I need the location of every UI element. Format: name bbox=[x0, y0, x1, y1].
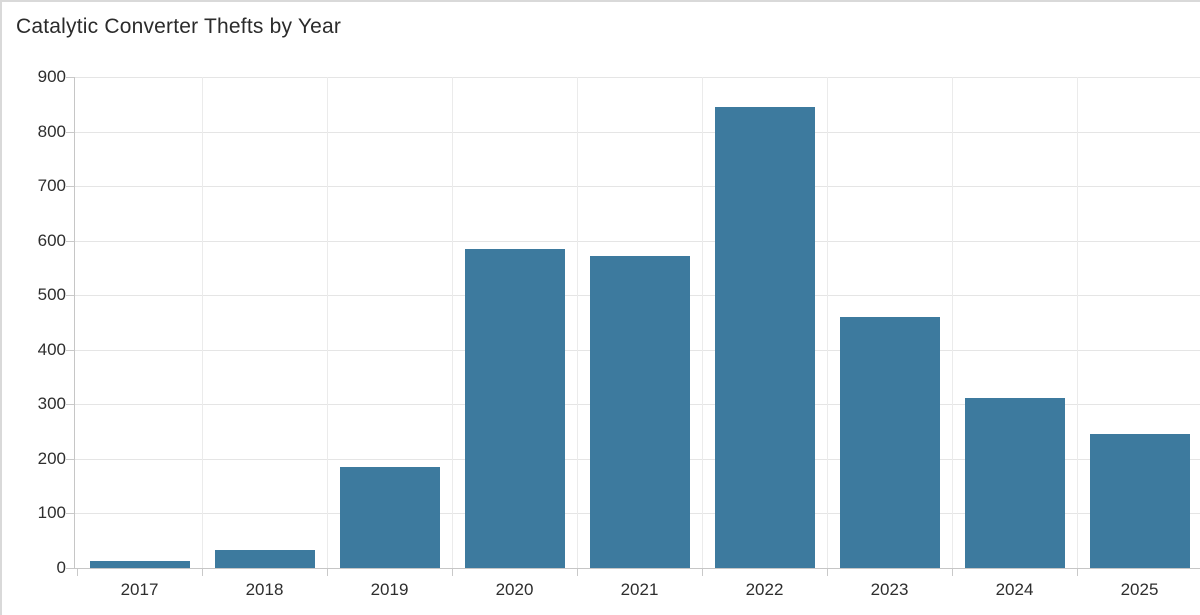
x-axis-label: 2023 bbox=[870, 580, 909, 599]
y-axis-label: 900 bbox=[37, 67, 66, 86]
x-axis-tick bbox=[202, 569, 203, 576]
x-gridline bbox=[452, 77, 453, 568]
bar-2018[interactable] bbox=[215, 550, 315, 568]
bar-2025[interactable] bbox=[1090, 434, 1190, 568]
x-axis-tick bbox=[327, 569, 328, 576]
bar-2017[interactable] bbox=[90, 561, 190, 568]
x-axis-label: 2019 bbox=[370, 580, 409, 599]
y-axis-tick bbox=[66, 459, 74, 460]
x-axis-tick bbox=[1077, 569, 1078, 576]
x-axis-label: 2017 bbox=[120, 580, 159, 599]
x-axis-line bbox=[66, 568, 1200, 569]
y-axis-tick bbox=[66, 77, 74, 78]
x-gridline bbox=[827, 77, 828, 568]
y-axis-label: 200 bbox=[37, 449, 66, 468]
y-axis-label: 0 bbox=[56, 558, 66, 577]
x-gridline bbox=[702, 77, 703, 568]
x-gridline bbox=[952, 77, 953, 568]
y-gridline bbox=[74, 132, 1200, 133]
bar-2021[interactable] bbox=[590, 256, 690, 568]
y-axis-label: 300 bbox=[37, 394, 66, 413]
y-axis-label: 700 bbox=[37, 176, 66, 195]
x-axis-tick bbox=[452, 569, 453, 576]
x-axis-label: 2021 bbox=[620, 580, 659, 599]
x-gridline bbox=[1077, 77, 1078, 568]
y-axis-tick bbox=[66, 350, 74, 351]
x-gridline bbox=[577, 77, 578, 568]
y-gridline bbox=[74, 186, 1200, 187]
y-axis-tick bbox=[66, 132, 74, 133]
y-axis-tick bbox=[66, 241, 74, 242]
y-axis-tick bbox=[66, 295, 74, 296]
y-axis-line bbox=[74, 77, 75, 569]
bar-2022[interactable] bbox=[715, 107, 815, 568]
y-axis-tick bbox=[66, 513, 74, 514]
x-axis-tick bbox=[702, 569, 703, 576]
y-axis-label: 800 bbox=[37, 122, 66, 141]
x-axis-label: 2025 bbox=[1120, 580, 1159, 599]
y-axis-tick bbox=[66, 186, 74, 187]
bar-2019[interactable] bbox=[340, 467, 440, 568]
bar-2020[interactable] bbox=[465, 249, 565, 568]
x-gridline bbox=[202, 77, 203, 568]
y-axis-label: 400 bbox=[37, 340, 66, 359]
x-axis-label: 2018 bbox=[245, 580, 284, 599]
y-gridline bbox=[74, 77, 1200, 78]
y-gridline bbox=[74, 241, 1200, 242]
bar-2024[interactable] bbox=[965, 398, 1065, 568]
y-axis-label: 100 bbox=[37, 503, 66, 522]
x-axis-tick bbox=[77, 569, 78, 576]
y-axis-label: 500 bbox=[37, 285, 66, 304]
x-axis-label: 2022 bbox=[745, 580, 784, 599]
x-axis-tick bbox=[952, 569, 953, 576]
y-axis-tick bbox=[66, 404, 74, 405]
x-axis-label: 2024 bbox=[995, 580, 1034, 599]
y-axis-label: 600 bbox=[37, 231, 66, 250]
x-axis-label: 2020 bbox=[495, 580, 534, 599]
x-axis-tick bbox=[577, 569, 578, 576]
x-gridline bbox=[327, 77, 328, 568]
x-axis-tick bbox=[827, 569, 828, 576]
bar-2023[interactable] bbox=[840, 317, 940, 568]
chart-title: Catalytic Converter Thefts by Year bbox=[16, 15, 342, 38]
